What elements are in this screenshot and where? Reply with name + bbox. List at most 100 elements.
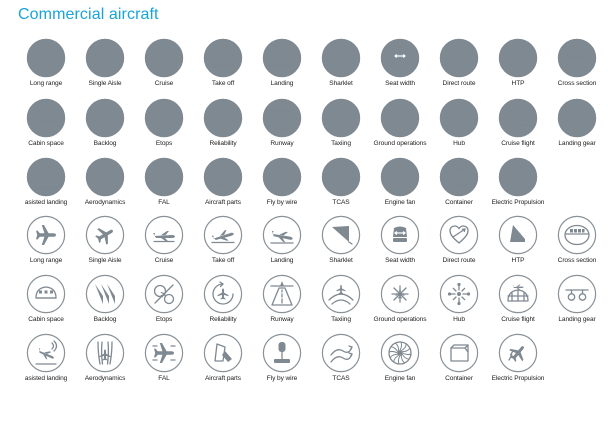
htp-icon: .gf{fill:#ffffff;stroke:none} .gs{fill:n…	[498, 38, 538, 78]
cruise-icon: .gf{fill:#7f8991;stroke:none} .gs{fill:n…	[144, 215, 184, 255]
icon-tile: .gf{fill:#ffffff;stroke:none} .gs{fill:n…	[75, 38, 135, 98]
icon-label: Landing gear	[558, 316, 596, 323]
icon-label: Cruise flight	[501, 316, 535, 323]
icon-tile: .gf{fill:#7f8991;stroke:none} .gs{fill:n…	[16, 215, 76, 275]
icon-tile: .gf{fill:#ffffff;stroke:none} .gs{fill:n…	[488, 98, 548, 158]
icon-tile: .gf{fill:#ffffff;stroke:none} .gs{fill:n…	[547, 98, 607, 158]
icon-tile: .gf{fill:#ffffff;stroke:none} .gs{fill:n…	[311, 38, 371, 98]
landing-gear-icon: .gf{fill:#ffffff;stroke:none} .gs{fill:n…	[557, 98, 597, 138]
cruise-flight-icon: .gf{fill:#7f8991;stroke:none} .gs{fill:n…	[498, 274, 538, 314]
icon-label: Landing	[270, 257, 294, 264]
ground-operations-icon: .gf{fill:#ffffff;stroke:none} .gs{fill:n…	[380, 98, 420, 138]
long-range-icon: .gf{fill:#ffffff;stroke:none} .gs{fill:n…	[26, 38, 66, 78]
icon-tile: .gf{fill:#7f8991;stroke:none} .gs{fill:n…	[75, 333, 135, 393]
sharklet-icon: .gf{fill:#7f8991;stroke:none} .gs{fill:n…	[321, 215, 361, 255]
icon-tile: .gf{fill:#ffffff;stroke:none} .gs{fill:n…	[311, 157, 371, 217]
icon-label: Cruise	[154, 80, 174, 87]
icon-label: Backlog	[93, 140, 117, 147]
landing-gear-icon: .gf{fill:#7f8991;stroke:none} .gs{fill:n…	[557, 274, 597, 314]
seat-width-icon: .gf{fill:#ffffff;stroke:none} .gs{fill:n…	[380, 38, 420, 78]
icon-tile: .gf{fill:#7f8991;stroke:none} .gs{fill:n…	[429, 274, 489, 334]
icon-label: Taxiing	[331, 316, 351, 323]
aerodynamics-icon: .gf{fill:#ffffff;stroke:none} .gs{fill:n…	[85, 157, 125, 197]
icon-label: Taxiing	[331, 140, 351, 147]
icon-tile: .gf{fill:#7f8991;stroke:none} .gs{fill:n…	[488, 215, 548, 275]
icon-label: FAL	[158, 375, 170, 382]
icon-tile: .gf{fill:#ffffff;stroke:none} .gs{fill:n…	[429, 98, 489, 158]
icon-tile: .gf{fill:#7f8991;stroke:none} .gs{fill:n…	[75, 274, 135, 334]
icon-tile: .gf{fill:#7f8991;stroke:none} .gs{fill:n…	[429, 215, 489, 275]
landing-icon: .gf{fill:#ffffff;stroke:none} .gs{fill:n…	[262, 38, 302, 78]
icon-label: Container	[445, 199, 473, 206]
assisted-landing-icon: .gf{fill:#ffffff;stroke:none} .gs{fill:n…	[26, 157, 66, 197]
backlog-icon: .gf{fill:#ffffff;stroke:none} .gs{fill:n…	[85, 98, 125, 138]
reliability-icon: .gf{fill:#7f8991;stroke:none} .gs{fill:n…	[203, 274, 243, 314]
icon-tile: .gf{fill:#7f8991;stroke:none} .gs{fill:n…	[488, 274, 548, 334]
icon-label: Aerodynamics	[84, 375, 126, 382]
icon-tile: .gf{fill:#ffffff;stroke:none} .gs{fill:n…	[547, 38, 607, 98]
icon-tile: .gf{fill:#ffffff;stroke:none} .gs{fill:n…	[16, 38, 76, 98]
reliability-icon: .gf{fill:#ffffff;stroke:none} .gs{fill:n…	[203, 98, 243, 138]
icon-tile: .gf{fill:#ffffff;stroke:none} .gs{fill:n…	[370, 157, 430, 217]
runway-icon: .gf{fill:#ffffff;stroke:none} .gs{fill:n…	[262, 98, 302, 138]
icon-tile: .gf{fill:#7f8991;stroke:none} .gs{fill:n…	[252, 333, 312, 393]
aircraft-parts-icon: .gf{fill:#7f8991;stroke:none} .gs{fill:n…	[203, 333, 243, 373]
cabin-space-icon: .gf{fill:#7f8991;stroke:none} .gs{fill:n…	[26, 274, 66, 314]
runway-icon: .gf{fill:#7f8991;stroke:none} .gs{fill:n…	[262, 274, 302, 314]
taxiing-icon: .gf{fill:#7f8991;stroke:none} .gs{fill:n…	[321, 274, 361, 314]
backlog-icon: .gf{fill:#7f8991;stroke:none} .gs{fill:n…	[85, 274, 125, 314]
icon-label: Landing	[270, 80, 294, 87]
icon-tile: .gf{fill:#ffffff;stroke:none} .gs{fill:n…	[370, 38, 430, 98]
direct-route-icon: .gf{fill:#ffffff;stroke:none} .gs{fill:n…	[439, 38, 479, 78]
icon-label: Runway	[270, 140, 294, 147]
icon-label: HTP	[511, 257, 525, 264]
direct-route-icon: .gf{fill:#7f8991;stroke:none} .gs{fill:n…	[439, 215, 479, 255]
icon-label: Ground operations	[373, 140, 427, 147]
icon-label: Cabin space	[28, 316, 64, 323]
icon-tile: .gf{fill:#7f8991;stroke:none} .gs{fill:n…	[252, 274, 312, 334]
icon-label: Container	[445, 375, 473, 382]
container-icon: .gf{fill:#7f8991;stroke:none} .gs{fill:n…	[439, 333, 479, 373]
take-off-icon: .gf{fill:#7f8991;stroke:none} .gs{fill:n…	[203, 215, 243, 255]
single-aisle-icon: .gf{fill:#ffffff;stroke:none} .gs{fill:n…	[85, 38, 125, 78]
icon-tile: .gf{fill:#ffffff;stroke:none} .gs{fill:n…	[488, 157, 548, 217]
icon-tile: .gf{fill:#ffffff;stroke:none} .gs{fill:n…	[134, 98, 194, 158]
icon-label: Landing gear	[558, 140, 596, 147]
icon-tile: .gf{fill:#ffffff;stroke:none} .gs{fill:n…	[429, 157, 489, 217]
icon-label: Backlog	[93, 316, 117, 323]
icon-tile: .gf{fill:#ffffff;stroke:none} .gs{fill:n…	[193, 38, 253, 98]
cross-section-icon: .gf{fill:#7f8991;stroke:none} .gs{fill:n…	[557, 215, 597, 255]
icon-label: Reliability	[209, 316, 237, 323]
icon-tile: .gf{fill:#7f8991;stroke:none} .gs{fill:n…	[16, 333, 76, 393]
icon-label: Fly by wire	[266, 199, 298, 206]
icon-tile: .gf{fill:#7f8991;stroke:none} .gs{fill:n…	[488, 333, 548, 393]
icon-tile: .gf{fill:#7f8991;stroke:none} .gs{fill:n…	[370, 333, 430, 393]
icon-tile: .gf{fill:#7f8991;stroke:none} .gs{fill:n…	[370, 274, 430, 334]
icon-label: Aircraft parts	[205, 375, 241, 382]
fal-icon: .gf{fill:#ffffff;stroke:none} .gs{fill:n…	[144, 157, 184, 197]
icon-label: Direct route	[442, 257, 476, 264]
icon-label: TCAS	[332, 375, 350, 382]
aerodynamics-icon: .gf{fill:#7f8991;stroke:none} .gs{fill:n…	[85, 333, 125, 373]
icon-label: Electric Propulsion	[491, 375, 545, 382]
landing-icon: .gf{fill:#7f8991;stroke:none} .gs{fill:n…	[262, 215, 302, 255]
icon-label: Take off	[211, 80, 235, 87]
assisted-landing-icon: .gf{fill:#7f8991;stroke:none} .gs{fill:n…	[26, 333, 66, 373]
icon-label: Hub	[453, 316, 465, 323]
long-range-icon: .gf{fill:#7f8991;stroke:none} .gs{fill:n…	[26, 215, 66, 255]
icon-tile: .gf{fill:#ffffff;stroke:none} .gs{fill:n…	[193, 157, 253, 217]
icon-label: Runway	[270, 316, 294, 323]
icon-tile: .gf{fill:#ffffff;stroke:none} .gs{fill:n…	[75, 157, 135, 217]
icon-tile: .gf{fill:#ffffff;stroke:none} .gs{fill:n…	[134, 38, 194, 98]
icon-label: Engine fan	[384, 199, 416, 206]
sharklet-icon: .gf{fill:#ffffff;stroke:none} .gs{fill:n…	[321, 38, 361, 78]
icon-label: Single Aisle	[88, 257, 122, 264]
icon-tile: .gf{fill:#ffffff;stroke:none} .gs{fill:n…	[75, 98, 135, 158]
cruise-flight-icon: .gf{fill:#ffffff;stroke:none} .gs{fill:n…	[498, 98, 538, 138]
icon-tile: .gf{fill:#7f8991;stroke:none} .gs{fill:n…	[429, 333, 489, 393]
htp-icon: .gf{fill:#7f8991;stroke:none} .gs{fill:n…	[498, 215, 538, 255]
icon-tile: .gf{fill:#7f8991;stroke:none} .gs{fill:n…	[16, 274, 76, 334]
icon-tile: .gf{fill:#7f8991;stroke:none} .gs{fill:n…	[193, 274, 253, 334]
icon-tile: .gf{fill:#ffffff;stroke:none} .gs{fill:n…	[252, 98, 312, 158]
icon-tile: .gf{fill:#ffffff;stroke:none} .gs{fill:n…	[16, 157, 76, 217]
